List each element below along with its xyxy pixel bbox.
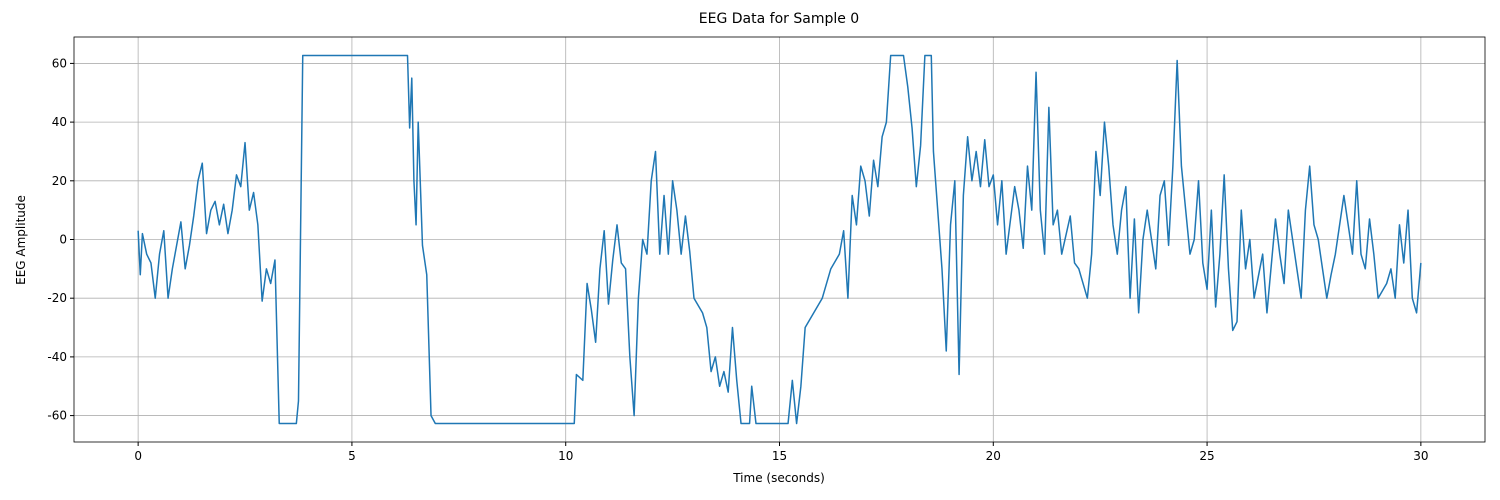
x-tick-label: 0 <box>134 449 142 463</box>
y-tick-label: 60 <box>52 56 67 70</box>
x-tick-label: 15 <box>772 449 787 463</box>
x-tick-label: 10 <box>558 449 573 463</box>
y-tick-label: 40 <box>52 115 67 129</box>
chart-title: EEG Data for Sample 0 <box>699 11 859 27</box>
y-tick-label: -60 <box>47 409 67 423</box>
y-tick-label: 20 <box>52 174 67 188</box>
x-tick-label: 30 <box>1413 449 1428 463</box>
y-tick-label: -20 <box>47 291 67 305</box>
x-tick-label: 20 <box>986 449 1001 463</box>
y-axis-label: EEG Amplitude <box>14 195 28 285</box>
plot-frame <box>73 36 1486 443</box>
x-axis-label: Time (seconds) <box>732 471 825 485</box>
y-tick-label: 0 <box>59 233 67 247</box>
x-tick-label: 25 <box>1199 449 1214 463</box>
data-line <box>137 54 1422 425</box>
x-tick-label: 5 <box>348 449 356 463</box>
y-tick-label: -40 <box>47 350 67 364</box>
